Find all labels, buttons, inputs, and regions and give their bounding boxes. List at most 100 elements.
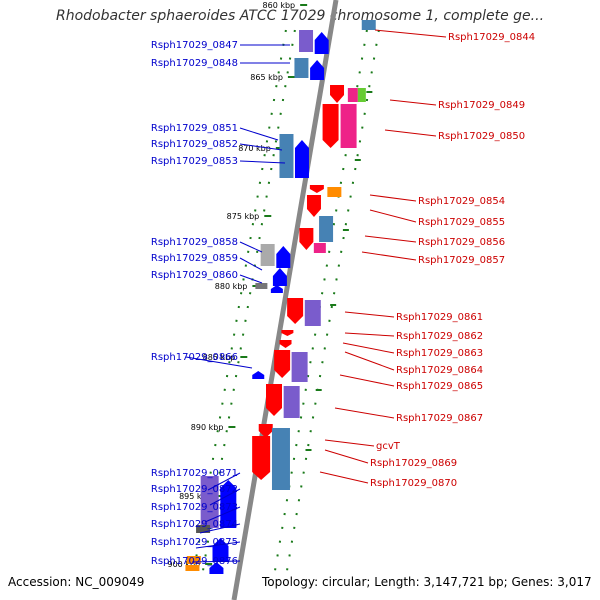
gene-label-left[interactable]: Rsph17029_0874: [151, 519, 238, 530]
leader-line: [239, 143, 283, 151]
leader-line: [324, 449, 369, 464]
leader-line: [342, 342, 395, 354]
gene-box-0865[interactable]: [291, 352, 308, 382]
leader-line: [334, 407, 395, 419]
gene-arrow-0856[interactable]: [299, 228, 314, 250]
accession-text: Accession: NC_009049: [8, 575, 145, 589]
gene-label-right[interactable]: Rsph17029_0857: [418, 255, 505, 266]
gene-box-0870[interactable]: [271, 428, 290, 490]
gene-box-0871[interactable]: [200, 476, 219, 528]
gene-label-right[interactable]: Rsph17029_0854: [418, 196, 505, 207]
gene-arrow-0867[interactable]: [266, 384, 282, 416]
leader-line: [369, 194, 417, 202]
gene-arrow-0855[interactable]: [306, 195, 321, 217]
gene-box-0861[interactable]: [304, 300, 321, 326]
gene-box-0857[interactable]: [313, 243, 326, 253]
leader-line: [389, 99, 437, 106]
gene-label-right[interactable]: Rsph17029_0850: [438, 131, 525, 142]
gene-box-0858[interactable]: [260, 244, 275, 266]
gene-box-0849[interactable]: [347, 88, 358, 102]
gene-arrow-0859[interactable]: [272, 268, 287, 286]
gene-box-0851[interactable]: [279, 134, 294, 178]
topology-text: Topology: circular; Length: 3,147,721 bp…: [262, 575, 592, 589]
gene-box-0873[interactable]: [196, 525, 211, 533]
scale-label: 895 kbp: [179, 492, 212, 501]
gene-label-left[interactable]: Rsph17029_0873: [151, 502, 238, 513]
leader-line: [374, 29, 447, 38]
gene-box-0876b[interactable]: [185, 565, 200, 571]
gene-label-right[interactable]: gcvT: [376, 441, 401, 452]
gene-label-left[interactable]: Rsph17029_0859: [151, 253, 238, 264]
gene-label-left[interactable]: Rsph17029_0847: [151, 40, 238, 51]
leader-line: [344, 311, 395, 318]
gene-label-left[interactable]: Rsph17029_0875: [151, 537, 238, 548]
gene-box-0850[interactable]: [340, 104, 357, 148]
gene-arrow-0851[interactable]: [294, 140, 309, 178]
leader-line: [361, 251, 417, 261]
gene-label-left[interactable]: Rsph17029_0852: [151, 139, 238, 150]
gene-label-left[interactable]: Rsph17029_0871: [151, 468, 238, 479]
gene-label-left[interactable]: Rsph17029_0853: [151, 156, 238, 167]
leader-line: [339, 374, 395, 387]
gene-label-left[interactable]: Rsph17029_0858: [151, 237, 238, 248]
gene-box-0854[interactable]: [327, 187, 342, 197]
gene-arrow-0871[interactable]: [220, 480, 237, 528]
leader-line: [319, 471, 369, 484]
gene-box-0848[interactable]: [294, 58, 309, 78]
gene-arrow-0862[interactable]: [281, 330, 294, 336]
gene-arrow-0860[interactable]: [270, 285, 283, 293]
gene-label-right[interactable]: Rsph17029_0863: [396, 348, 483, 359]
scale-label: 875 kbp: [227, 212, 260, 221]
scale-label: 890 kbp: [191, 423, 224, 432]
gene-label-left[interactable]: Rsph17029_0866: [151, 352, 238, 363]
gene-arrow-0849[interactable]: [330, 85, 345, 103]
scale-label: 880 kbp: [215, 282, 248, 291]
leader-line: [199, 523, 241, 534]
gene-arrow-0864[interactable]: [274, 350, 291, 378]
leader-line: [207, 472, 241, 491]
gene-box-0860[interactable]: [255, 283, 268, 289]
leader-line: [195, 541, 241, 549]
gene-label-right[interactable]: Rsph17029_0856: [418, 237, 505, 248]
gene-arrow-0876[interactable]: [209, 562, 224, 574]
gene-arrow-0861[interactable]: [287, 298, 304, 324]
gene-box-0849b[interactable]: [357, 88, 366, 102]
leader-line: [324, 439, 375, 447]
scale-label: 865 kbp: [250, 73, 283, 82]
gene-arrow-0848[interactable]: [310, 60, 325, 80]
leader-line: [344, 332, 395, 337]
gene-label-left[interactable]: Rsph17029_0872: [151, 484, 238, 495]
gene-label-right[interactable]: Rsph17029_0861: [396, 312, 483, 323]
gene-arrow-0858[interactable]: [276, 246, 291, 268]
gene-label-left[interactable]: Rsph17029_0851: [151, 123, 238, 134]
leader-line: [239, 241, 263, 253]
gene-box-0876[interactable]: [186, 556, 201, 564]
gene-label-right[interactable]: Rsph17029_0864: [396, 365, 483, 376]
gene-arrow-0847[interactable]: [314, 32, 329, 54]
gene-arrow-0850[interactable]: [322, 104, 339, 148]
leader-line: [191, 560, 241, 563]
gene-arrow-gcvT[interactable]: [258, 424, 273, 438]
gene-label-right[interactable]: Rsph17029_0855: [418, 217, 505, 228]
gene-label-right[interactable]: Rsph17029_0867: [396, 413, 483, 424]
gene-label-left[interactable]: Rsph17029_0848: [151, 58, 238, 69]
gene-box-0867[interactable]: [283, 386, 300, 418]
gene-label-right[interactable]: Rsph17029_0844: [448, 32, 535, 43]
gene-box-0844[interactable]: [361, 20, 376, 30]
gene-label-right[interactable]: Rsph17029_0865: [396, 381, 483, 392]
leader-line: [364, 235, 417, 243]
map-title: Rhodobacter sphaeroides ATCC 17029 chrom…: [55, 8, 545, 24]
gene-box-0856[interactable]: [319, 216, 334, 242]
gene-label-right[interactable]: Rsph17029_0849: [438, 100, 525, 111]
gene-arrow-0854[interactable]: [309, 185, 324, 193]
leader-line: [185, 356, 253, 369]
gene-label-right[interactable]: Rsph17029_0869: [370, 458, 457, 469]
gene-arrow-0866[interactable]: [252, 371, 265, 379]
gene-arrow-0869[interactable]: [252, 436, 271, 480]
gene-arrow-0863[interactable]: [279, 340, 292, 348]
gene-label-right[interactable]: Rsph17029_0862: [396, 331, 483, 342]
scale-label: 900 kbp: [168, 560, 201, 569]
gene-box-0847[interactable]: [299, 30, 314, 52]
gene-label-right[interactable]: Rsph17029_0870: [370, 478, 457, 489]
gene-label-left[interactable]: Rsph17029_0860: [151, 270, 238, 281]
